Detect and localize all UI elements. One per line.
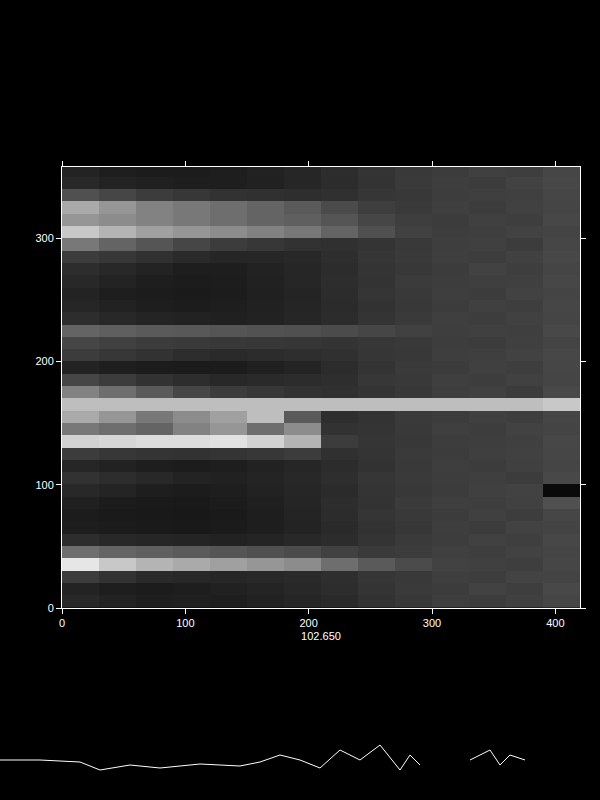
svg-text:300: 300	[423, 617, 441, 629]
svg-text:0: 0	[59, 617, 65, 629]
svg-text:100: 100	[35, 479, 53, 491]
svg-text:400: 400	[546, 617, 564, 629]
svg-text:102.650: 102.650	[301, 630, 341, 642]
svg-text:0: 0	[48, 602, 54, 614]
svg-text:200: 200	[299, 617, 317, 629]
svg-text:200: 200	[35, 355, 53, 367]
svg-text:300: 300	[35, 232, 53, 244]
svg-text:100: 100	[176, 617, 194, 629]
